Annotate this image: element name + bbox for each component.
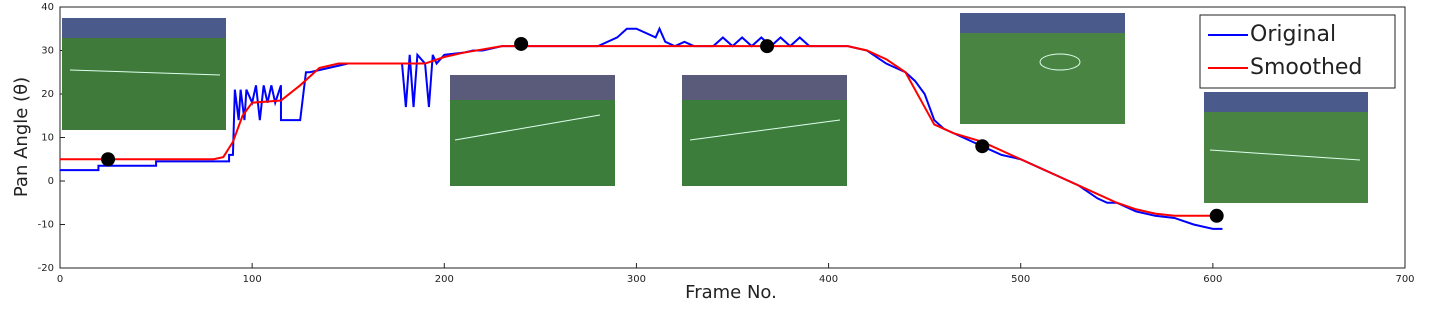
- y-tick-label: -10: [38, 220, 54, 231]
- thumbnail: [62, 18, 226, 130]
- y-tick-label: 30: [41, 46, 54, 57]
- x-tick-label: 600: [1203, 274, 1222, 285]
- x-tick-label: 200: [435, 274, 454, 285]
- line-series: [60, 45, 1213, 217]
- thumbnail: [1204, 92, 1368, 203]
- line-series: [60, 26, 1223, 230]
- legend-label: Smoothed: [1250, 55, 1362, 80]
- y-tick-label: 40: [41, 2, 54, 13]
- y-tick-label: 20: [41, 89, 54, 100]
- thumbnails: [62, 13, 1368, 203]
- x-axis-label: Frame No.: [685, 282, 777, 303]
- y-tick-label: 10: [41, 133, 54, 144]
- x-tick-label: 500: [1011, 274, 1030, 285]
- x-tick-label: 0: [57, 274, 63, 285]
- x-tick-label: 400: [819, 274, 838, 285]
- thumbnail: [960, 13, 1125, 124]
- y-tick-label: 0: [48, 176, 54, 187]
- x-tick-label: 100: [243, 274, 262, 285]
- keyframe-marker: [975, 139, 990, 154]
- y-tick-label: -20: [38, 263, 54, 274]
- keyframe-marker: [514, 36, 529, 51]
- x-tick-label: 700: [1395, 274, 1414, 285]
- thumbnail: [450, 75, 615, 186]
- legend-label: Original: [1250, 22, 1336, 47]
- x-tick-label: 300: [627, 274, 646, 285]
- y-axis-label: Pan Angle (θ): [11, 77, 32, 197]
- keyframe-marker: [101, 152, 116, 167]
- thumbnail: [682, 75, 847, 186]
- keyframe-marker: [1209, 208, 1224, 223]
- keyframe-marker: [760, 39, 775, 54]
- legend-box: [1199, 14, 1396, 89]
